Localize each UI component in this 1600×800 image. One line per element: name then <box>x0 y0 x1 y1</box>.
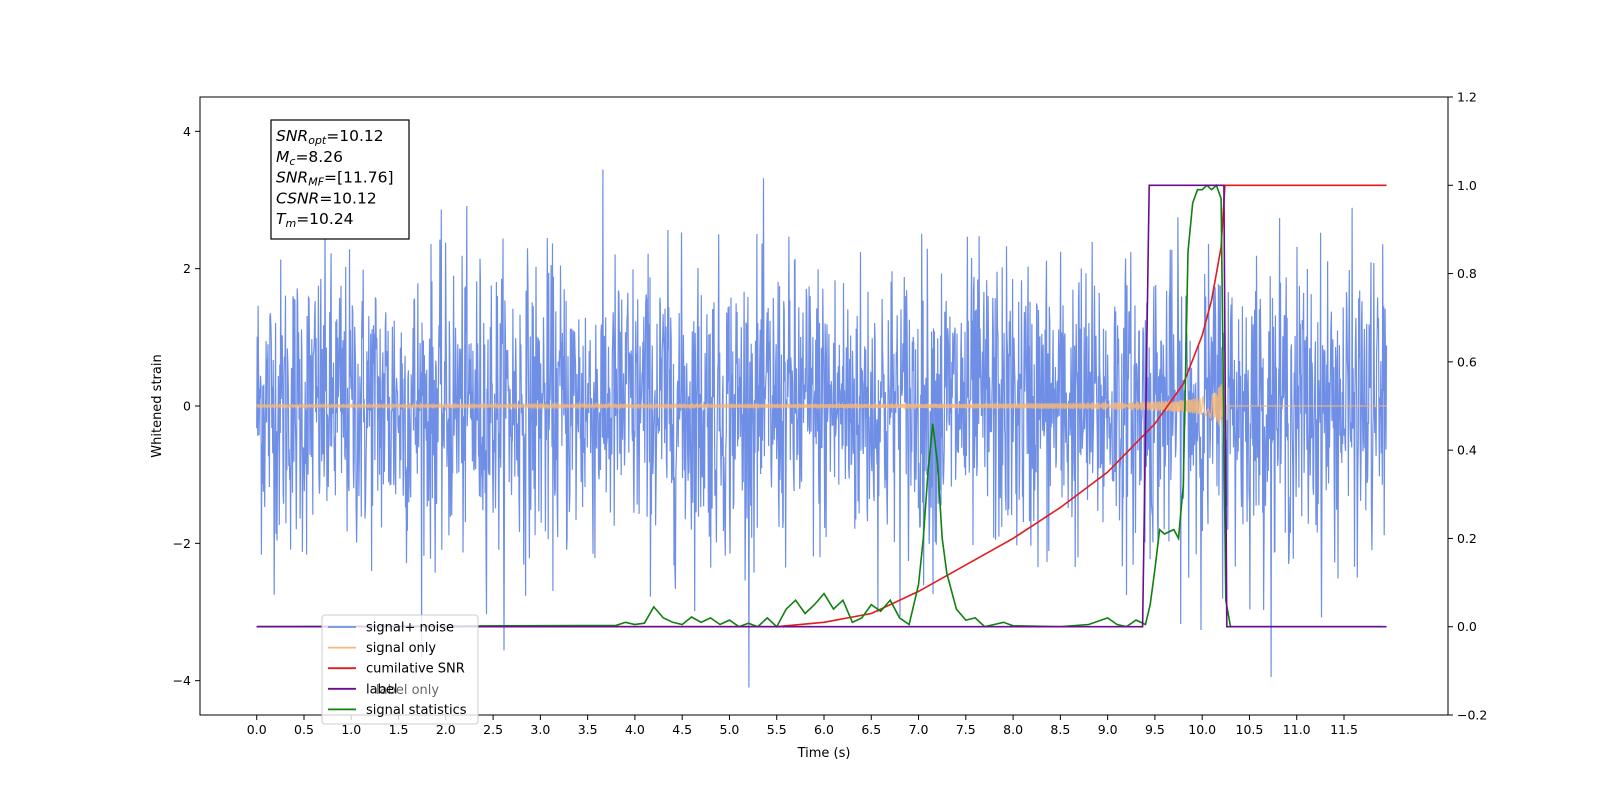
x-tick-label: 8.0 <box>1003 722 1023 737</box>
y2-tick-label: 1.2 <box>1457 90 1477 105</box>
annotation-line: Mc=8.26 <box>276 148 343 168</box>
legend-label: signal statistics <box>366 703 467 718</box>
legend-label: signal only <box>366 641 436 656</box>
x-tick-label: 5.5 <box>767 722 787 737</box>
y2-tick-label: −0.2 <box>1457 708 1487 723</box>
x-axis-label: Time (s) <box>797 746 851 761</box>
x-tick-label: 4.0 <box>625 722 645 737</box>
y2-tick-label: 0.8 <box>1457 266 1477 281</box>
y2-tick-label: 0.6 <box>1457 354 1477 369</box>
x-tick-label: 11.0 <box>1283 722 1311 737</box>
legend-label: signal+ noise <box>366 621 454 636</box>
x-tick-label: 7.0 <box>909 722 929 737</box>
y2-tick-label: 0.0 <box>1457 619 1477 634</box>
x-tick-label: 6.5 <box>861 722 881 737</box>
y-tick-label: 4 <box>183 124 191 139</box>
x-tick-label: 7.5 <box>956 722 976 737</box>
y-axis-right: −0.2 0.0 0.2 0.4 0.6 0.8 1.0 1.2 <box>1448 90 1487 723</box>
y-axis-left: −4 −2 0 2 4 <box>173 124 200 688</box>
x-tick-label: 10.5 <box>1236 722 1264 737</box>
annotation-line: SNRMF=[11.76] <box>276 169 394 189</box>
y2-tick-label: 0.4 <box>1457 443 1477 458</box>
series-signal-noise <box>257 170 1387 688</box>
plot-area <box>257 170 1387 688</box>
y-tick-label: 0 <box>183 399 191 414</box>
x-tick-label: 0.5 <box>294 722 314 737</box>
y-axis-label: Whitened strain <box>150 354 165 457</box>
stats-annotation-box: SNRopt=10.12Mc=8.26SNRMF=[11.76]CSNR=10.… <box>271 120 409 239</box>
x-tick-label: 4.5 <box>672 722 692 737</box>
y2-tick-label: 1.0 <box>1457 178 1477 193</box>
legend: signal+ noise signal only cumilative SNR la… <box>322 615 478 724</box>
x-tick-label: 8.5 <box>1050 722 1070 737</box>
y-tick-label: −2 <box>173 536 191 551</box>
y2-tick-label: 0.2 <box>1457 531 1477 546</box>
x-tick-label: 2.5 <box>483 722 503 737</box>
x-tick-label: 0.0 <box>247 722 267 737</box>
y-tick-label: 2 <box>183 261 191 276</box>
annotation-line: CSNR=10.12 <box>276 189 377 207</box>
x-tick-label: 6.0 <box>814 722 834 737</box>
x-tick-label: 5.0 <box>720 722 740 737</box>
x-tick-label: 3.0 <box>530 722 550 737</box>
x-tick-label: 9.0 <box>1098 722 1118 737</box>
annotation-line: SNRopt=10.12 <box>276 127 384 147</box>
x-tick-label: 11.5 <box>1330 722 1358 737</box>
x-tick-label: 3.5 <box>578 722 598 737</box>
legend-label-faded: label only <box>376 683 439 698</box>
legend-label: cumilative SNR <box>366 662 465 677</box>
x-tick-label: 10.0 <box>1188 722 1216 737</box>
y-tick-label: −4 <box>173 673 191 688</box>
x-tick-label: 9.5 <box>1145 722 1165 737</box>
